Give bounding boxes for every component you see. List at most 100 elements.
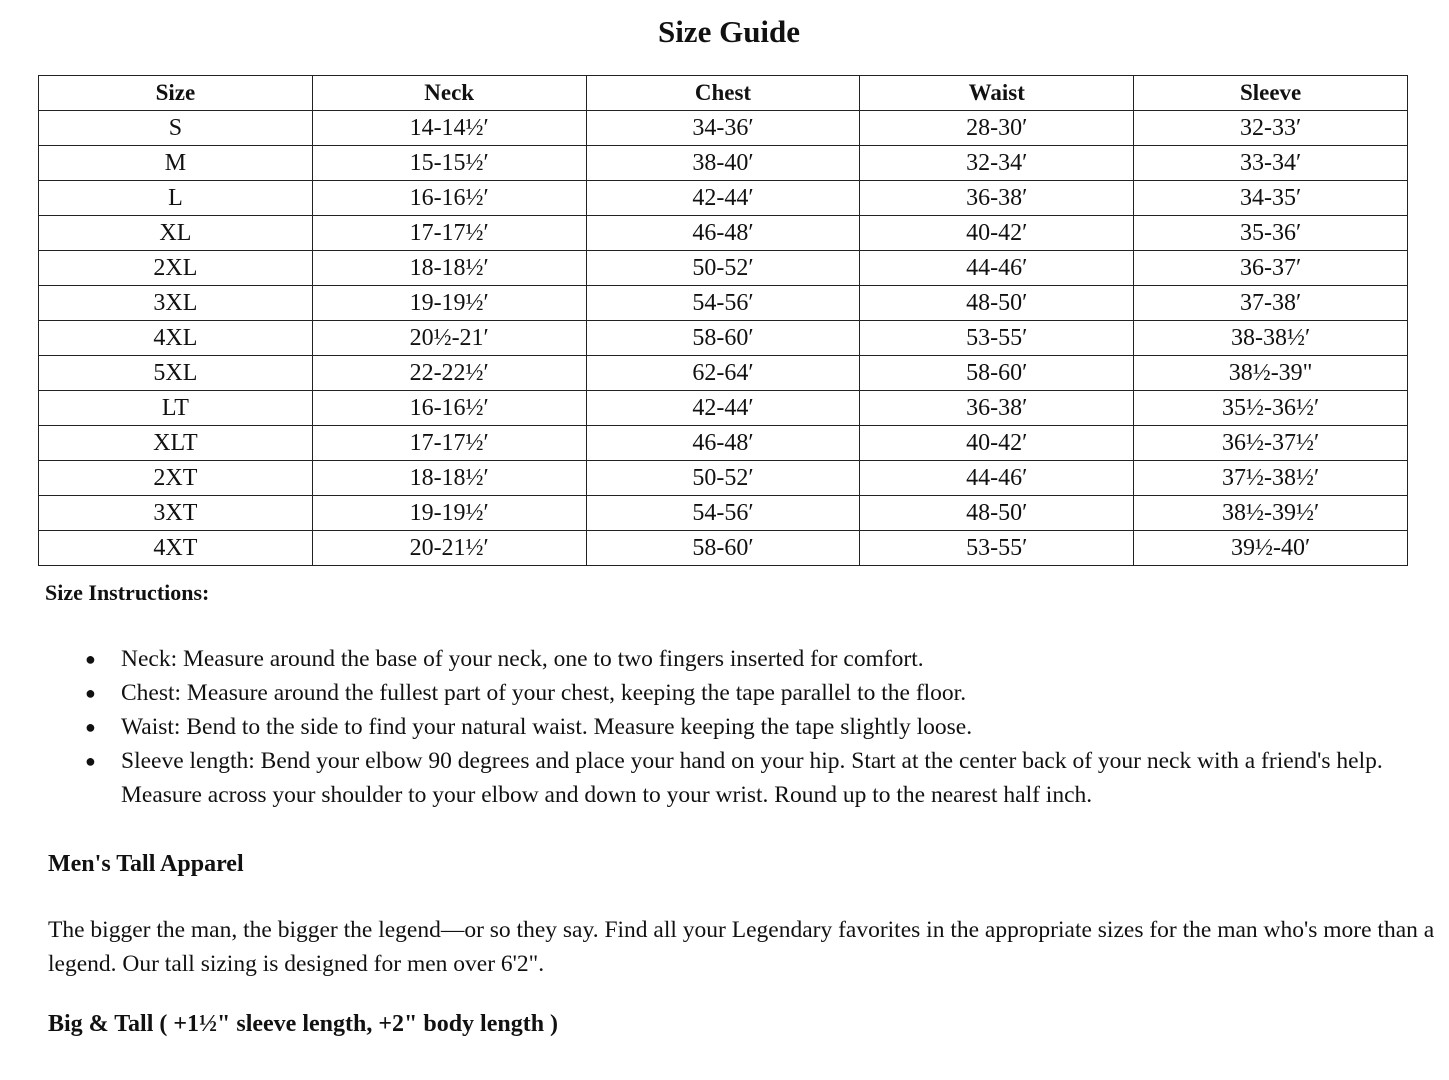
table-cell: 34-36′ [585, 110, 861, 146]
table-cell: 38½-39½′ [1133, 495, 1408, 531]
table-cell: 62-64′ [585, 355, 861, 391]
table-cell: 3XT [38, 495, 313, 531]
table-cell: 18-18½′ [311, 250, 587, 286]
table-cell: 3XL [38, 285, 313, 321]
table-cell: 4XL [38, 320, 313, 356]
table-cell: 46-48′ [585, 425, 861, 461]
table-row: 3XT 19-19½′ 54-56′ 48-50′ 38½-39½′ [38, 495, 1408, 531]
table-cell: 54-56′ [585, 495, 861, 531]
bullet-icon: ● [85, 683, 96, 703]
table-cell: 35-36′ [1133, 215, 1408, 251]
column-header: Sleeve [1133, 75, 1408, 111]
column-header: Waist [859, 75, 1135, 111]
table-cell: 32-33′ [1133, 110, 1408, 146]
table-cell: 28-30′ [859, 110, 1135, 146]
list-item: ● Sleeve length: Bend your elbow 90 degre… [85, 744, 1441, 812]
table-cell: 53-55′ [859, 530, 1135, 566]
table-cell: 2XL [38, 250, 313, 286]
table-row: LT 16-16½′ 42-44′ 36-38′ 35½-36½′ [38, 390, 1408, 426]
table-cell: XL [38, 215, 313, 251]
tall-apparel-heading: Men's Tall Apparel [48, 851, 244, 877]
big-tall-heading: Big & Tall ( +1½" sleeve length, +2" bod… [48, 1011, 559, 1037]
table-row: S 14-14½′ 34-36′ 28-30′ 32-33′ [38, 110, 1408, 146]
table-row: 4XL 20½-21′ 58-60′ 53-55′ 38-38½′ [38, 320, 1408, 356]
table-row: L 16-16½′ 42-44′ 36-38′ 34-35′ [38, 180, 1408, 216]
column-header: Size [38, 75, 313, 111]
table-cell: S [38, 110, 313, 146]
table-cell: 37½-38½′ [1133, 460, 1408, 496]
table-cell: 5XL [38, 355, 313, 391]
table-cell: 16-16½′ [311, 180, 587, 216]
table-cell: 42-44′ [585, 390, 861, 426]
table-row: 2XL 18-18½′ 50-52′ 44-46′ 36-37′ [38, 250, 1408, 286]
table-cell: 50-52′ [585, 250, 861, 286]
table-cell: 40-42′ [859, 425, 1135, 461]
table-row: XLT 17-17½′ 46-48′ 40-42′ 36½-37½′ [38, 425, 1408, 461]
table-cell: 20-21½′ [311, 530, 587, 566]
list-item: ● Chest: Measure around the fullest part … [85, 676, 1441, 710]
table-cell: 18-18½′ [311, 460, 587, 496]
table-cell: 35½-36½′ [1133, 390, 1408, 426]
table-cell: 19-19½′ [311, 495, 587, 531]
table-cell: 20½-21′ [311, 320, 587, 356]
table-cell: 34-35′ [1133, 180, 1408, 216]
table-cell: 32-34′ [859, 145, 1135, 181]
bullet-icon: ● [85, 717, 96, 737]
table-cell: 38½-39" [1133, 355, 1408, 391]
table-row: M 15-15½′ 38-40′ 32-34′ 33-34′ [38, 145, 1408, 181]
table-row: 2XT 18-18½′ 50-52′ 44-46′ 37½-38½′ [38, 460, 1408, 496]
table-cell: 14-14½′ [311, 110, 587, 146]
table-cell: 44-46′ [859, 460, 1135, 496]
table-row: 4XT 20-21½′ 58-60′ 53-55′ 39½-40′ [38, 530, 1408, 566]
table-cell: LT [38, 390, 313, 426]
table-cell: 36-38′ [859, 180, 1135, 216]
table-cell: 17-17½′ [311, 215, 587, 251]
table-cell: 40-42′ [859, 215, 1135, 251]
table-cell: 48-50′ [859, 285, 1135, 321]
table-cell: L [38, 180, 313, 216]
table-cell: XLT [38, 425, 313, 461]
table-row: 5XL 22-22½′ 62-64′ 58-60′ 38½-39" [38, 355, 1408, 391]
size-table: Size Neck Chest Waist Sleeve S 14-14½′ 34-36′ 2… [38, 75, 1408, 566]
table-cell: 46-48′ [585, 215, 861, 251]
size-instructions-heading: Size Instructions: [45, 580, 210, 605]
table-cell: 38-38½′ [1133, 320, 1408, 356]
table-header-row: Size Neck Chest Waist Sleeve [38, 75, 1408, 111]
table-cell: 54-56′ [585, 285, 861, 321]
table-cell: 16-16½′ [311, 390, 587, 426]
table-cell: 50-52′ [585, 460, 861, 496]
table-row: XL 17-17½′ 46-48′ 40-42′ 35-36′ [38, 215, 1408, 251]
table-cell: 19-19½′ [311, 285, 587, 321]
column-header: Neck [311, 75, 587, 111]
table-cell: 53-55′ [859, 320, 1135, 356]
list-item: ● Neck: Measure around the base of your n… [85, 642, 1441, 676]
table-cell: 2XT [38, 460, 313, 496]
table-cell: 42-44′ [585, 180, 861, 216]
table-cell: 38-40′ [585, 145, 861, 181]
table-cell: 36½-37½′ [1133, 425, 1408, 461]
table-cell: 58-60′ [585, 320, 861, 356]
page-title: Size Guide [657, 14, 801, 49]
column-header: Chest [585, 75, 861, 111]
table-cell: 36-38′ [859, 390, 1135, 426]
table-row: 3XL 19-19½′ 54-56′ 48-50′ 37-38′ [38, 285, 1408, 321]
table-cell: 48-50′ [859, 495, 1135, 531]
tall-apparel-paragraph: The bigger the man, the bigger the legen… [48, 917, 1435, 977]
table-cell: 4XT [38, 530, 313, 566]
table-body: S 14-14½′ 34-36′ 28-30′ 32-33′ M 15-15½′ 38-40′… [38, 110, 1408, 566]
table-cell: 22-22½′ [311, 355, 587, 391]
table-cell: 15-15½′ [311, 145, 587, 181]
list-item: ● Waist: Bend to the side to find your na… [85, 710, 1441, 744]
table-cell: 33-34′ [1133, 145, 1408, 181]
table-cell: 44-46′ [859, 250, 1135, 286]
table-cell: 17-17½′ [311, 425, 587, 461]
table-cell: M [38, 145, 313, 181]
bullet-icon: ● [85, 649, 96, 669]
table-cell: 37-38′ [1133, 285, 1408, 321]
instructions-list: ● Neck: Measure around the base of your n… [85, 642, 1441, 812]
table-cell: 36-37′ [1133, 250, 1408, 286]
table-cell: 39½-40′ [1133, 530, 1408, 566]
table-cell: 58-60′ [859, 355, 1135, 391]
bullet-icon: ● [85, 751, 96, 771]
table-cell: 58-60′ [585, 530, 861, 566]
